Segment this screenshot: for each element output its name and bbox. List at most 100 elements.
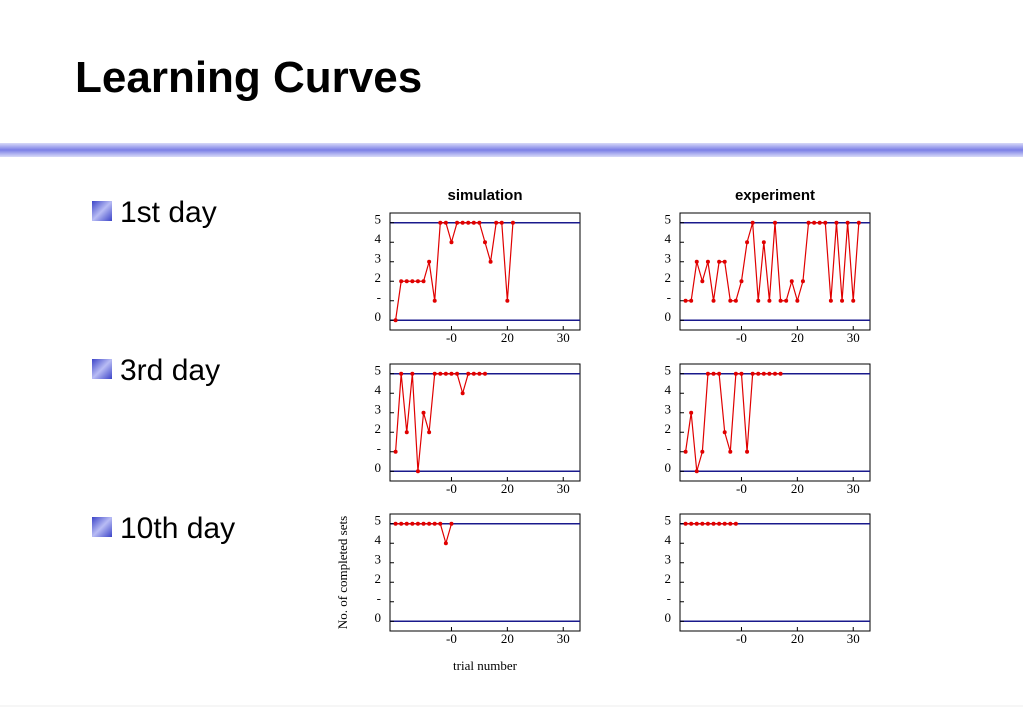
- x-tick-label: -0: [446, 481, 457, 496]
- y-tick-label: -: [667, 290, 671, 305]
- x-tick-label: 20: [501, 481, 514, 496]
- x-tick-label: -0: [736, 330, 747, 345]
- data-point: [421, 410, 426, 415]
- y-tick-label: 0: [665, 460, 672, 475]
- y-tick-label: 2: [375, 421, 382, 436]
- data-point: [717, 521, 722, 526]
- bullet-icon: [92, 517, 112, 537]
- title-bar: [0, 143, 1023, 157]
- data-point: [683, 449, 688, 454]
- y-tick-label: 4: [375, 382, 382, 397]
- data-point: [700, 449, 705, 454]
- data-point: [745, 240, 750, 245]
- x-tick-label: 30: [847, 631, 860, 646]
- data-point: [427, 259, 432, 264]
- y-tick-label: 3: [665, 402, 672, 417]
- y-tick-label: 2: [375, 270, 382, 285]
- data-point: [483, 240, 487, 245]
- data-point: [722, 430, 727, 435]
- data-point: [828, 298, 833, 303]
- data-line: [394, 373, 485, 472]
- y-tick-label: 5: [665, 212, 672, 227]
- x-tick-label: 30: [557, 330, 570, 345]
- plot-frame: [679, 513, 871, 632]
- data-point: [399, 371, 404, 376]
- data-point: [443, 541, 448, 546]
- x-axis-label: trial number: [453, 658, 518, 673]
- data-point: [722, 521, 727, 526]
- data-point: [711, 521, 716, 526]
- y-axis-label: No. of completed sets: [335, 516, 350, 629]
- data-point: [505, 298, 510, 303]
- data-point: [834, 220, 839, 225]
- data-point: [415, 521, 420, 526]
- data-point: [705, 371, 710, 376]
- x-tick-label: -0: [446, 330, 457, 345]
- data-point: [471, 220, 476, 225]
- data-line: [684, 373, 781, 472]
- x-tick-label: 20: [501, 330, 514, 345]
- bullet-icon: [92, 359, 112, 379]
- data-point: [789, 279, 794, 284]
- y-tick-label: 4: [375, 532, 382, 547]
- data-point: [705, 521, 710, 526]
- data-point: [773, 220, 777, 225]
- data-point: [438, 521, 443, 526]
- x-tick-label: 30: [557, 631, 570, 646]
- y-tick-label: -: [667, 441, 671, 456]
- data-point: [845, 220, 850, 225]
- y-tick-label: -: [377, 290, 381, 305]
- data-point: [728, 298, 733, 303]
- x-tick-label: 20: [791, 330, 804, 345]
- data-point: [404, 279, 409, 284]
- y-tick-label: 5: [665, 513, 672, 528]
- y-tick-label: 5: [375, 513, 382, 528]
- data-point: [455, 371, 460, 376]
- x-tick-label: -0: [736, 631, 747, 646]
- plot-frame: [679, 212, 871, 331]
- data-point: [427, 521, 432, 526]
- data-point: [761, 240, 766, 245]
- data-point: [477, 371, 482, 376]
- y-tick-label: 0: [375, 309, 382, 324]
- data-point: [438, 371, 443, 376]
- plot-frame: [679, 363, 871, 482]
- y-tick-label: 2: [665, 421, 672, 436]
- y-tick-label: 0: [375, 460, 382, 475]
- data-point: [410, 521, 415, 526]
- data-point: [767, 298, 772, 303]
- data-point: [823, 220, 828, 225]
- data-point: [711, 298, 716, 303]
- data-point: [795, 298, 800, 303]
- y-tick-label: -: [377, 591, 381, 606]
- x-tick-label: 30: [847, 481, 860, 496]
- data-point: [711, 371, 716, 376]
- y-tick-label: 0: [375, 610, 382, 625]
- data-point: [700, 279, 705, 284]
- data-point: [812, 220, 817, 225]
- data-point: [404, 521, 409, 526]
- data-point: [756, 298, 761, 303]
- data-point: [410, 371, 415, 376]
- y-tick-label: 0: [665, 610, 672, 625]
- data-point: [438, 220, 443, 225]
- x-tick-label: 20: [501, 631, 514, 646]
- bullet: 1st day: [120, 196, 217, 229]
- data-point: [393, 318, 398, 323]
- data-point: [800, 279, 805, 284]
- data-point: [733, 371, 738, 376]
- data-point: [717, 371, 722, 376]
- data-point: [778, 371, 783, 376]
- x-tick-label: 30: [847, 330, 860, 345]
- data-point: [449, 521, 454, 526]
- data-point: [722, 259, 727, 264]
- x-tick-label: 20: [791, 631, 804, 646]
- y-tick-label: 4: [375, 231, 382, 246]
- data-point: [427, 430, 432, 435]
- y-tick-label: 5: [375, 212, 382, 227]
- data-line: [395, 523, 453, 546]
- data-point: [466, 371, 471, 376]
- data-point: [750, 220, 755, 225]
- chart-title: simulation: [447, 187, 522, 204]
- data-line: [394, 222, 514, 321]
